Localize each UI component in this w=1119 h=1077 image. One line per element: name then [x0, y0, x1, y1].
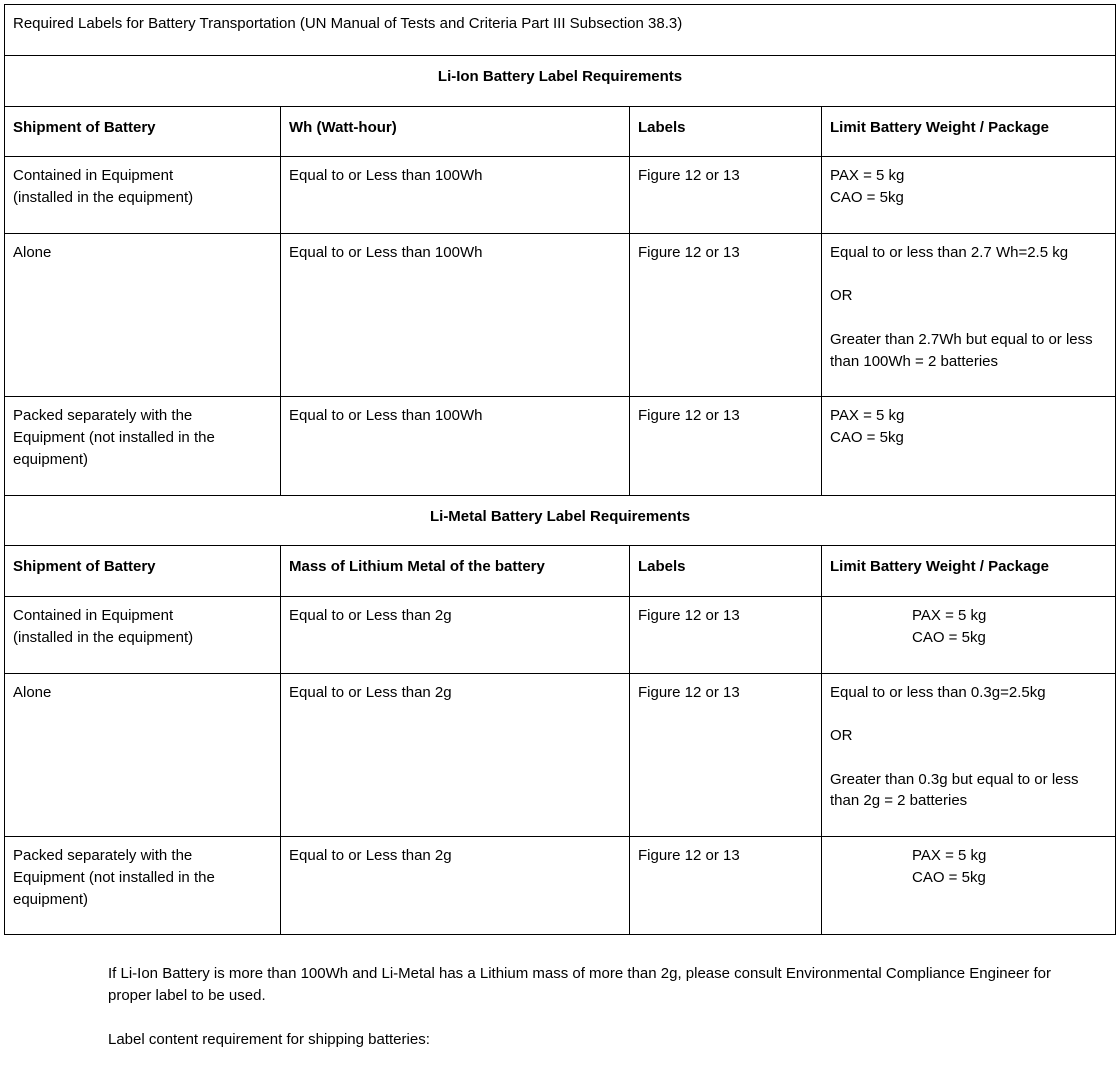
text: Equipment (not installed in the equipmen…	[13, 869, 215, 908]
s2-h-c1: Shipment of Battery	[5, 546, 281, 597]
s2-h-c4: Limit Battery Weight / Package	[822, 546, 1116, 597]
cell-labels: Figure 12 or 13	[630, 397, 822, 495]
text: Equal to or less than 0.3g=2.5kg	[830, 684, 1046, 701]
text: Equipment (not installed in the equipmen…	[13, 429, 215, 468]
text: Contained in Equipment	[13, 167, 173, 184]
section2-heading: Li-Metal Battery Label Requirements	[5, 495, 1116, 546]
text: PAX = 5 kg	[912, 607, 986, 624]
table-row: Alone Equal to or Less than 100Wh Figure…	[5, 233, 1116, 397]
s2-h-c2: Mass of Lithium Metal of the battery	[281, 546, 630, 597]
cell-labels: Figure 12 or 13	[630, 597, 822, 674]
cell-wh: Equal to or Less than 100Wh	[281, 233, 630, 397]
table-row: Alone Equal to or Less than 2g Figure 12…	[5, 673, 1116, 837]
cell-wh: Equal to or Less than 100Wh	[281, 157, 630, 234]
cell-shipment: Alone	[5, 233, 281, 397]
cell-wh: Equal to or Less than 100Wh	[281, 397, 630, 495]
s1-h-c3: Labels	[630, 106, 822, 157]
cell-limit: Equal to or less than 2.7 Wh=2.5 kg OR G…	[822, 233, 1116, 397]
s1-h-c1: Shipment of Battery	[5, 106, 281, 157]
text: PAX = 5 kg	[830, 407, 904, 424]
text: Contained in Equipment	[13, 607, 173, 624]
cell-shipment: Alone	[5, 673, 281, 837]
table-row: Packed separately with the Equipment (no…	[5, 397, 1116, 495]
cell-limit: Equal to or less than 0.3g=2.5kg OR Grea…	[822, 673, 1116, 837]
text: CAO = 5kg	[830, 189, 904, 206]
cell-shipment: Packed separately with the Equipment (no…	[5, 397, 281, 495]
cell-shipment: Contained in Equipment (installed in the…	[5, 157, 281, 234]
s1-h-c4: Limit Battery Weight / Package	[822, 106, 1116, 157]
text: OR	[830, 727, 853, 744]
text: CAO = 5kg	[912, 869, 986, 886]
table-title: Required Labels for Battery Transportati…	[5, 5, 1116, 56]
cell-labels: Figure 12 or 13	[630, 233, 822, 397]
cell-limit: PAX = 5 kg CAO = 5kg	[822, 397, 1116, 495]
cell-labels: Figure 12 or 13	[630, 673, 822, 837]
section2-heading-row: Li-Metal Battery Label Requirements	[5, 495, 1116, 546]
cell-mass: Equal to or Less than 2g	[281, 597, 630, 674]
text: Packed separately with the	[13, 407, 192, 424]
table-row: Contained in Equipment (installed in the…	[5, 157, 1116, 234]
battery-label-table: Required Labels for Battery Transportati…	[4, 4, 1116, 935]
text: Packed separately with the	[13, 847, 192, 864]
s1-h-c2: Wh (Watt-hour)	[281, 106, 630, 157]
text: Greater than 0.3g but equal to or less t…	[830, 771, 1079, 810]
text: (installed in the equipment)	[13, 629, 193, 646]
s2-h-c3: Labels	[630, 546, 822, 597]
footer-p1: If Li-Ion Battery is more than 100Wh and…	[108, 963, 1088, 1007]
table-row: Contained in Equipment (installed in the…	[5, 597, 1116, 674]
text: CAO = 5kg	[830, 429, 904, 446]
cell-limit: PAX = 5 kg CAO = 5kg	[822, 157, 1116, 234]
section1-header-row: Shipment of Battery Wh (Watt-hour) Label…	[5, 106, 1116, 157]
text: (installed in the equipment)	[13, 189, 193, 206]
cell-shipment: Contained in Equipment (installed in the…	[5, 597, 281, 674]
cell-labels: Figure 12 or 13	[630, 157, 822, 234]
cell-mass: Equal to or Less than 2g	[281, 837, 630, 935]
table-row: Packed separately with the Equipment (no…	[5, 837, 1116, 935]
cell-mass: Equal to or Less than 2g	[281, 673, 630, 837]
cell-shipment: Packed separately with the Equipment (no…	[5, 837, 281, 935]
cell-limit: PAX = 5 kg CAO = 5kg	[822, 837, 1116, 935]
section1-heading-row: Li-Ion Battery Label Requirements	[5, 55, 1116, 106]
cell-limit: PAX = 5 kg CAO = 5kg	[822, 597, 1116, 674]
text: PAX = 5 kg	[912, 847, 986, 864]
cell-labels: Figure 12 or 13	[630, 837, 822, 935]
text: Greater than 2.7Wh but equal to or less …	[830, 331, 1093, 370]
text: CAO = 5kg	[912, 629, 986, 646]
section1-heading: Li-Ion Battery Label Requirements	[5, 55, 1116, 106]
footer-p2: Label content requirement for shipping b…	[108, 1029, 1088, 1051]
text: OR	[830, 287, 853, 304]
section2-header-row: Shipment of Battery Mass of Lithium Meta…	[5, 546, 1116, 597]
text: PAX = 5 kg	[830, 167, 904, 184]
title-row: Required Labels for Battery Transportati…	[5, 5, 1116, 56]
text: Equal to or less than 2.7 Wh=2.5 kg	[830, 244, 1068, 261]
footer-block: If Li-Ion Battery is more than 100Wh and…	[108, 963, 1088, 1050]
